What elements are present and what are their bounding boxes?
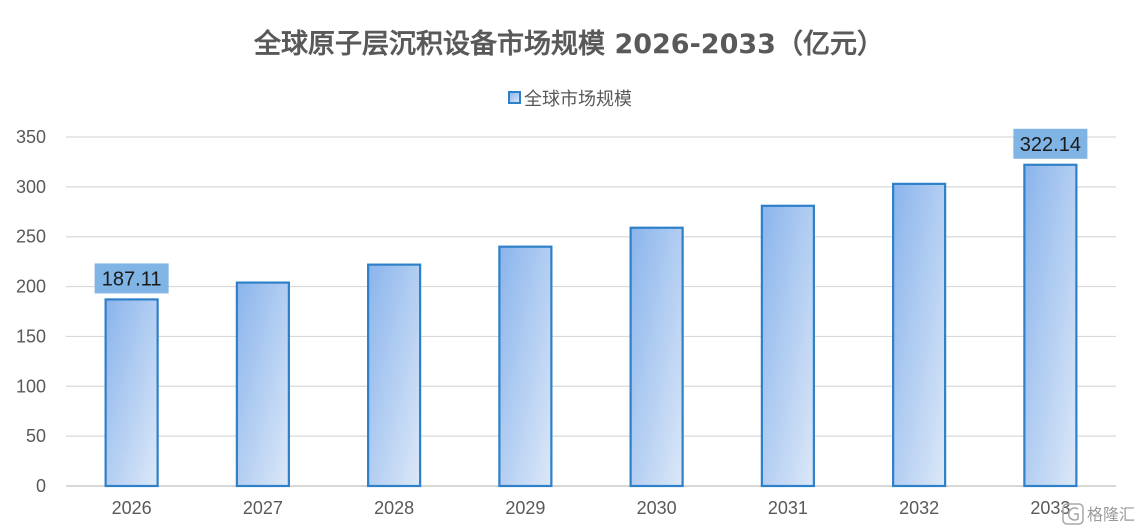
x-tick-label: 2026 (112, 498, 152, 518)
legend: 全球市场规模 (508, 89, 632, 110)
y-axis-ticks: 0 50 100 150 200 250 300 350 (16, 127, 46, 496)
bar-2030 (629, 226, 684, 488)
y-tick-label: 300 (16, 177, 46, 197)
x-tick-label: 2028 (374, 498, 414, 518)
y-tick-label: 200 (16, 277, 46, 297)
bar-2029 (498, 245, 553, 488)
bar-2031 (760, 204, 815, 488)
data-label-2026: 187.11 (102, 268, 162, 290)
x-axis-ticks: 2026 2027 2028 2029 2030 2031 2032 2033 (112, 498, 1071, 518)
bars (104, 163, 1078, 488)
bar-2032 (892, 182, 947, 488)
data-label-background (1013, 128, 1088, 159)
data-label-2033: 322.14 (1020, 134, 1081, 156)
y-tick-label: 350 (16, 127, 46, 147)
gridlines (66, 136, 1116, 487)
x-tick-label: 2032 (899, 498, 939, 518)
bar-2033 (1023, 163, 1078, 488)
bar-2028 (367, 263, 422, 488)
y-tick-label: 100 (16, 376, 46, 396)
bar-2026 (104, 298, 159, 488)
bar-2027 (235, 281, 290, 488)
data-label-background (94, 263, 169, 294)
x-tick-label: 2027 (243, 498, 283, 518)
watermark: 格隆汇 (1062, 503, 1135, 525)
legend-label: 全球市场规模 (524, 89, 632, 110)
x-tick-label: 2031 (768, 498, 808, 518)
y-tick-label: 250 (16, 227, 46, 247)
x-tick-label: 2030 (637, 498, 677, 518)
y-tick-label: 0 (36, 476, 46, 496)
gelonghui-logo-icon (1062, 503, 1084, 525)
legend-swatch (508, 91, 521, 104)
x-tick-label: 2029 (505, 498, 545, 518)
x-tick-label: 2033 (1030, 498, 1070, 518)
data-labels: 187.11 322.14 (94, 128, 1088, 294)
chart-title: 全球原子层沉积设备市场规模 2026-2033（亿元） (253, 28, 884, 60)
watermark-text: 格隆汇 (1087, 505, 1135, 524)
y-tick-label: 50 (26, 426, 46, 446)
y-tick-label: 150 (16, 326, 46, 346)
